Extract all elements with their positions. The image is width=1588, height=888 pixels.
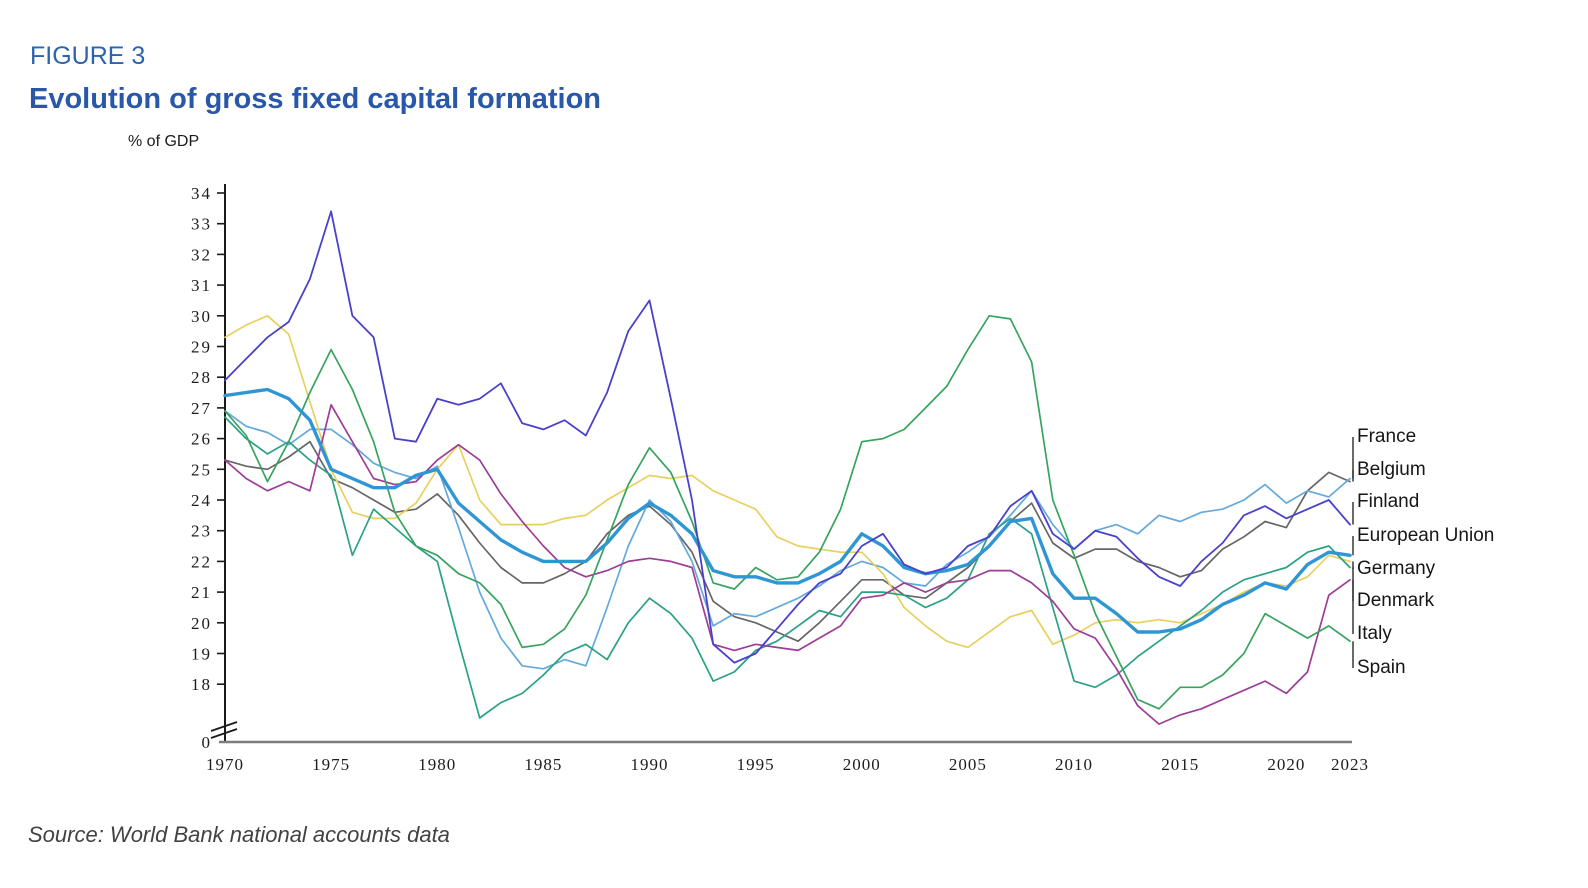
y-tick-label-0: 0 (202, 733, 213, 752)
chart-title: Evolution of gross fixed capital formati… (29, 83, 601, 115)
series-line-european-union (223, 387, 1352, 634)
y-tick-label: 31 (191, 276, 212, 295)
source-attribution: Source: World Bank national accounts dat… (28, 822, 450, 847)
x-tick-label: 1995 (737, 755, 775, 774)
y-tick-label: 21 (191, 583, 212, 602)
y-tick-label: 33 (191, 215, 212, 234)
y-tick-label: 22 (191, 552, 212, 571)
legend-label-germany: Germany (1357, 558, 1436, 579)
y-tick-label: 29 (191, 338, 212, 357)
series-line-italy (224, 403, 1351, 725)
x-tick-label: 1975 (312, 755, 350, 774)
axis-break-mark (210, 721, 238, 732)
x-tick-label: 2005 (949, 755, 987, 774)
legend-label-european-union: European Union (1357, 525, 1495, 546)
series-line-finland (224, 210, 1351, 664)
legend-label-italy: Italy (1357, 623, 1392, 644)
y-tick-label: 34 (191, 184, 212, 203)
x-tick-label: 1980 (418, 755, 456, 774)
series-line-spain (224, 314, 1351, 710)
series-line-france (224, 440, 1351, 643)
y-tick-label: 24 (191, 491, 212, 510)
y-tick-label: 26 (191, 430, 212, 449)
legend-label-belgium: Belgium (1357, 459, 1426, 480)
legend-label-denmark: Denmark (1357, 590, 1435, 611)
x-tick-label: 1970 (206, 755, 244, 774)
y-tick-label: 27 (191, 399, 212, 418)
y-axis-unit-label: % of GDP (128, 133, 200, 150)
y-tick-label: 23 (191, 522, 212, 541)
x-tick-label: 2000 (843, 755, 881, 774)
y-tick-label: 18 (191, 675, 212, 694)
axis-break-mark (210, 728, 238, 739)
series-line-germany (224, 314, 1351, 649)
x-tick-label: 2015 (1161, 755, 1199, 774)
x-tick-label: 1990 (631, 755, 669, 774)
y-tick-label: 30 (191, 307, 212, 326)
y-tick-label: 25 (191, 460, 212, 479)
y-tick-label: 19 (191, 645, 212, 664)
legend-label-finland: Finland (1357, 491, 1420, 512)
series-line-denmark (224, 416, 1351, 719)
x-tick-label: 1985 (524, 755, 562, 774)
y-tick-label: 32 (191, 245, 212, 264)
legend-label-france: France (1357, 426, 1417, 447)
x-tick-label: 2023 (1331, 755, 1369, 774)
figure-number-label: FIGURE 3 (30, 42, 146, 70)
x-tick-label: 2010 (1055, 755, 1093, 774)
y-tick-label: 20 (191, 614, 212, 633)
legend-label-spain: Spain (1357, 657, 1406, 678)
y-tick-label: 28 (191, 368, 212, 387)
x-tick-label: 2020 (1267, 755, 1305, 774)
